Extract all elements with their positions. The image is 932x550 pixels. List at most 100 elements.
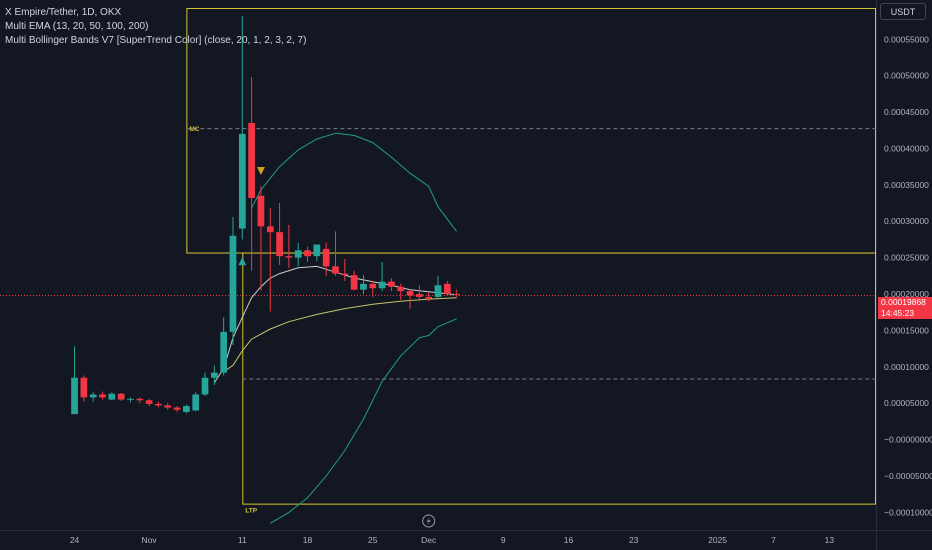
candle <box>192 392 200 412</box>
candle-body <box>341 273 349 276</box>
candle <box>388 278 395 292</box>
x-tick-label: 24 <box>70 535 80 545</box>
y-tick-label: 0.00050000 <box>884 71 929 81</box>
y-tick-label: 0.00055000 <box>884 34 929 44</box>
y-tick-label: 0.00020000 <box>884 289 929 299</box>
mc-label: MC <box>189 126 199 133</box>
y-tick-label: −0.00000000 <box>884 435 932 445</box>
symbol-title[interactable]: X Empire/Tether, 1D, OKX <box>5 7 122 18</box>
candle-body <box>322 248 330 267</box>
candle-body <box>155 403 162 406</box>
candle <box>285 224 293 268</box>
candle-body <box>294 250 302 258</box>
candle-body <box>416 294 423 297</box>
candle <box>313 244 321 262</box>
candle <box>443 280 451 296</box>
candle <box>248 77 255 271</box>
candle-body <box>220 331 228 373</box>
bollinger-lower-band <box>270 318 457 524</box>
x-tick-label: Dec <box>421 535 437 545</box>
candle <box>229 216 237 345</box>
candle <box>136 397 144 404</box>
candle <box>266 208 274 312</box>
candle-body <box>332 266 339 274</box>
y-tick-label: 0.00010000 <box>884 362 929 372</box>
candle <box>108 392 116 401</box>
candle-body <box>210 372 218 378</box>
x-tick-label: 25 <box>368 535 378 545</box>
candle <box>164 403 172 410</box>
candle-body <box>360 283 367 290</box>
candle-body <box>443 283 451 295</box>
chart-legend: X Empire/Tether, 1D, OKX Multi EMA (13, … <box>5 6 306 48</box>
candle-body <box>397 286 405 292</box>
ema-slow-line <box>223 297 457 373</box>
lightning-icon-bolt <box>426 517 431 525</box>
candle-body <box>313 244 321 257</box>
ltp-label: LTP <box>245 508 257 515</box>
supertrend-buy-marker-2 <box>238 257 247 266</box>
candle <box>453 289 460 297</box>
candle <box>434 275 442 299</box>
candle <box>220 317 228 376</box>
candle-body <box>248 122 255 198</box>
candle <box>257 186 265 291</box>
y-tick-label: 0.00030000 <box>884 216 929 226</box>
candle <box>210 365 218 385</box>
candle-body <box>108 393 116 400</box>
y-tick-label: 0.00045000 <box>884 107 929 117</box>
supertrend-sell-marker <box>256 167 265 176</box>
candle <box>127 397 134 403</box>
indicator-bollinger[interactable]: Multi Bollinger Bands V7 [SuperTrend Col… <box>5 35 307 46</box>
candle <box>341 259 349 281</box>
x-tick-label: 9 <box>501 535 506 545</box>
currency-button[interactable]: USDT <box>880 3 926 20</box>
bollinger-upper-band <box>251 132 457 232</box>
candle-body <box>434 285 442 297</box>
candle-body <box>192 394 200 411</box>
candle <box>294 243 302 267</box>
candle <box>80 375 88 402</box>
candle <box>397 283 405 300</box>
y-tick-label: 0.00015000 <box>884 325 929 335</box>
candle <box>117 393 125 402</box>
candle-body <box>201 377 209 395</box>
candle-body <box>285 256 293 258</box>
candle-body <box>145 400 153 404</box>
candle-body <box>136 398 144 401</box>
candle-body <box>164 405 172 408</box>
candle-body <box>89 394 97 398</box>
y-tick-label: 0.00035000 <box>884 180 929 190</box>
candle <box>322 242 330 276</box>
candle-body <box>127 398 134 400</box>
countdown-label: 14:45:23 <box>881 308 915 318</box>
candle <box>360 275 367 295</box>
candle <box>238 16 246 240</box>
candle-body <box>229 235 237 332</box>
candle <box>350 270 358 291</box>
y-tick-label: −0.00005000 <box>884 471 932 481</box>
candle <box>276 203 283 265</box>
candle <box>201 372 209 396</box>
candle <box>71 346 78 415</box>
candle <box>304 246 311 262</box>
y-tick-label: 0.00040000 <box>884 143 929 153</box>
candle-body <box>238 133 246 229</box>
x-tick-label: 13 <box>825 535 835 545</box>
candle-body <box>276 232 283 257</box>
lightning-icon[interactable] <box>422 514 436 528</box>
x-tick-label: 7 <box>771 535 776 545</box>
candle-body <box>388 281 395 287</box>
indicator-multi-ema[interactable]: Multi EMA (13, 20, 50, 100, 200) <box>5 21 149 32</box>
candle <box>332 231 339 276</box>
x-tick-label: 11 <box>238 535 247 545</box>
candle-body <box>369 283 377 289</box>
candle <box>145 398 153 407</box>
candle-body <box>406 291 414 296</box>
candle <box>425 292 433 302</box>
y-tick-label: 0.00025000 <box>884 253 929 263</box>
x-tick-label: 2025 <box>708 535 727 545</box>
candle-body <box>80 377 88 398</box>
